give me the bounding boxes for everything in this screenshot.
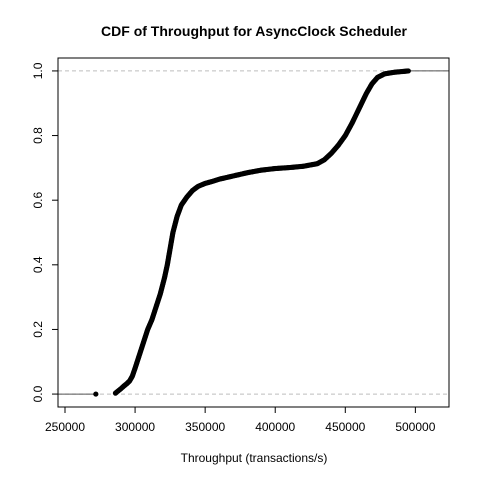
x-tick-label: 250000: [45, 420, 85, 434]
y-tick-label: 0.6: [31, 192, 45, 209]
y-tick-label: 1.0: [31, 62, 45, 79]
x-axis: 250000 300000 350000 400000 450000 500000: [45, 406, 436, 434]
x-tick-label: 500000: [395, 420, 435, 434]
reference-lines: [58, 70, 449, 395]
x-tick-label: 300000: [115, 420, 155, 434]
x-tick-label: 400000: [255, 420, 295, 434]
chart-title: CDF of Throughput for AsyncClock Schedul…: [101, 23, 407, 39]
y-axis: 0.0 0.2 0.4 0.6 0.8 1.0: [31, 62, 58, 402]
x-axis-label: Throughput (transactions/s): [181, 451, 328, 465]
x-tick-label: 350000: [185, 420, 225, 434]
x-tick-label: 450000: [325, 420, 365, 434]
cdf-points: [58, 68, 449, 397]
y-tick-label: 0.4: [31, 256, 45, 273]
cdf-point: [405, 68, 411, 74]
y-tick-label: 0.2: [31, 321, 45, 338]
cdf-point: [93, 391, 99, 397]
y-tick-label: 0.0: [31, 385, 45, 402]
plot-frame: [57, 57, 450, 408]
y-tick-label: 0.8: [31, 127, 45, 144]
